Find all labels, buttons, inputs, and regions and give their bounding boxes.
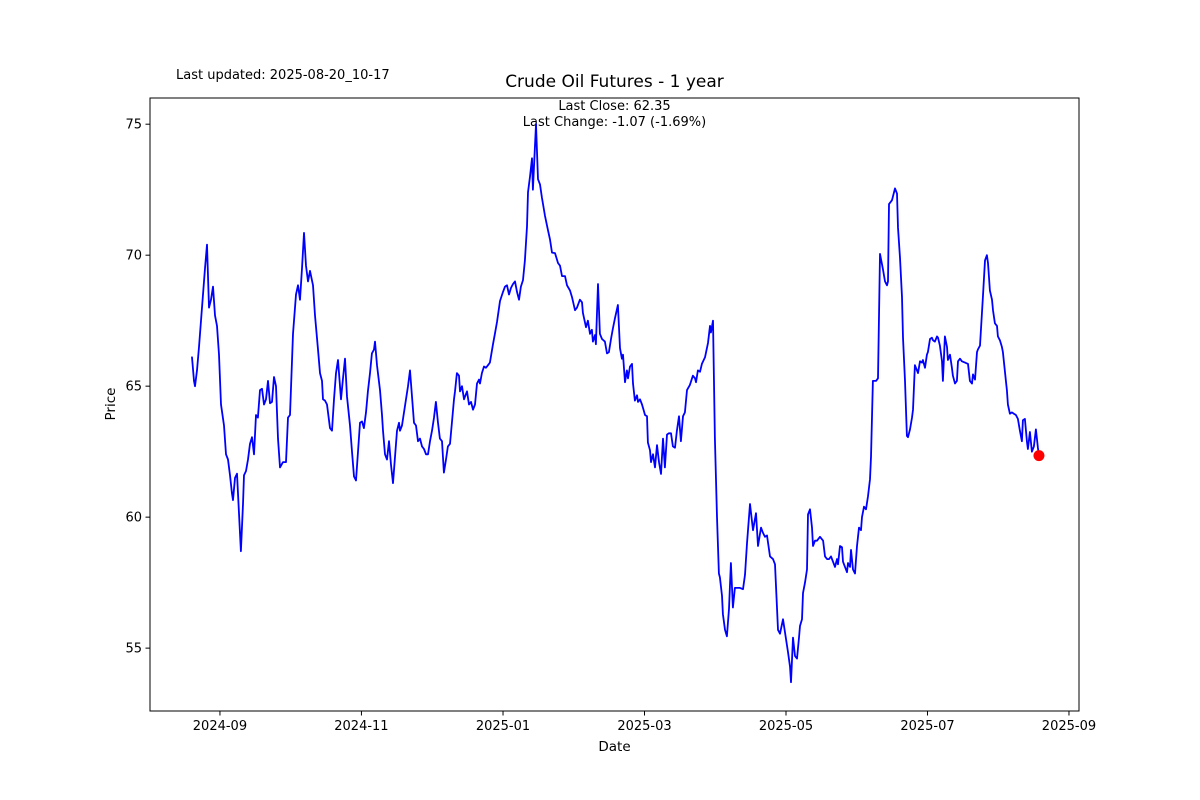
x-tick-label: 2025-01 bbox=[476, 719, 530, 734]
price-line bbox=[191, 123, 1040, 684]
last-change-text: Last Change: -1.07 (-1.69%) bbox=[522, 114, 707, 130]
x-tick-label: 2025-05 bbox=[759, 719, 813, 734]
x-tick-label: 2024-09 bbox=[193, 719, 247, 734]
y-tick-label: 70 bbox=[125, 249, 142, 264]
x-tick-label: 2024-11 bbox=[334, 719, 388, 734]
x-tick-label: 2025-03 bbox=[617, 719, 671, 734]
axes-frame bbox=[149, 97, 1080, 712]
y-axis-label: Price bbox=[103, 387, 119, 421]
y-tick-label: 60 bbox=[125, 511, 142, 526]
x-tick-label: 2025-09 bbox=[1042, 719, 1096, 734]
chart-subtitle: Last Close: 62.35 Last Change: -1.07 (-1… bbox=[150, 99, 1079, 130]
y-tick-label: 55 bbox=[125, 642, 142, 657]
y-tick-label: 75 bbox=[125, 118, 142, 133]
x-axis-label: Date bbox=[598, 739, 631, 755]
last-price-marker bbox=[1033, 450, 1045, 462]
chart-title: Crude Oil Futures - 1 year bbox=[505, 72, 724, 92]
y-tick-label: 65 bbox=[125, 380, 142, 395]
last-close-text: Last Close: 62.35 bbox=[558, 99, 671, 114]
last-updated-text: Last updated: 2025-08-20_10-17 bbox=[176, 68, 390, 83]
x-tick-label: 2025-07 bbox=[900, 719, 954, 734]
